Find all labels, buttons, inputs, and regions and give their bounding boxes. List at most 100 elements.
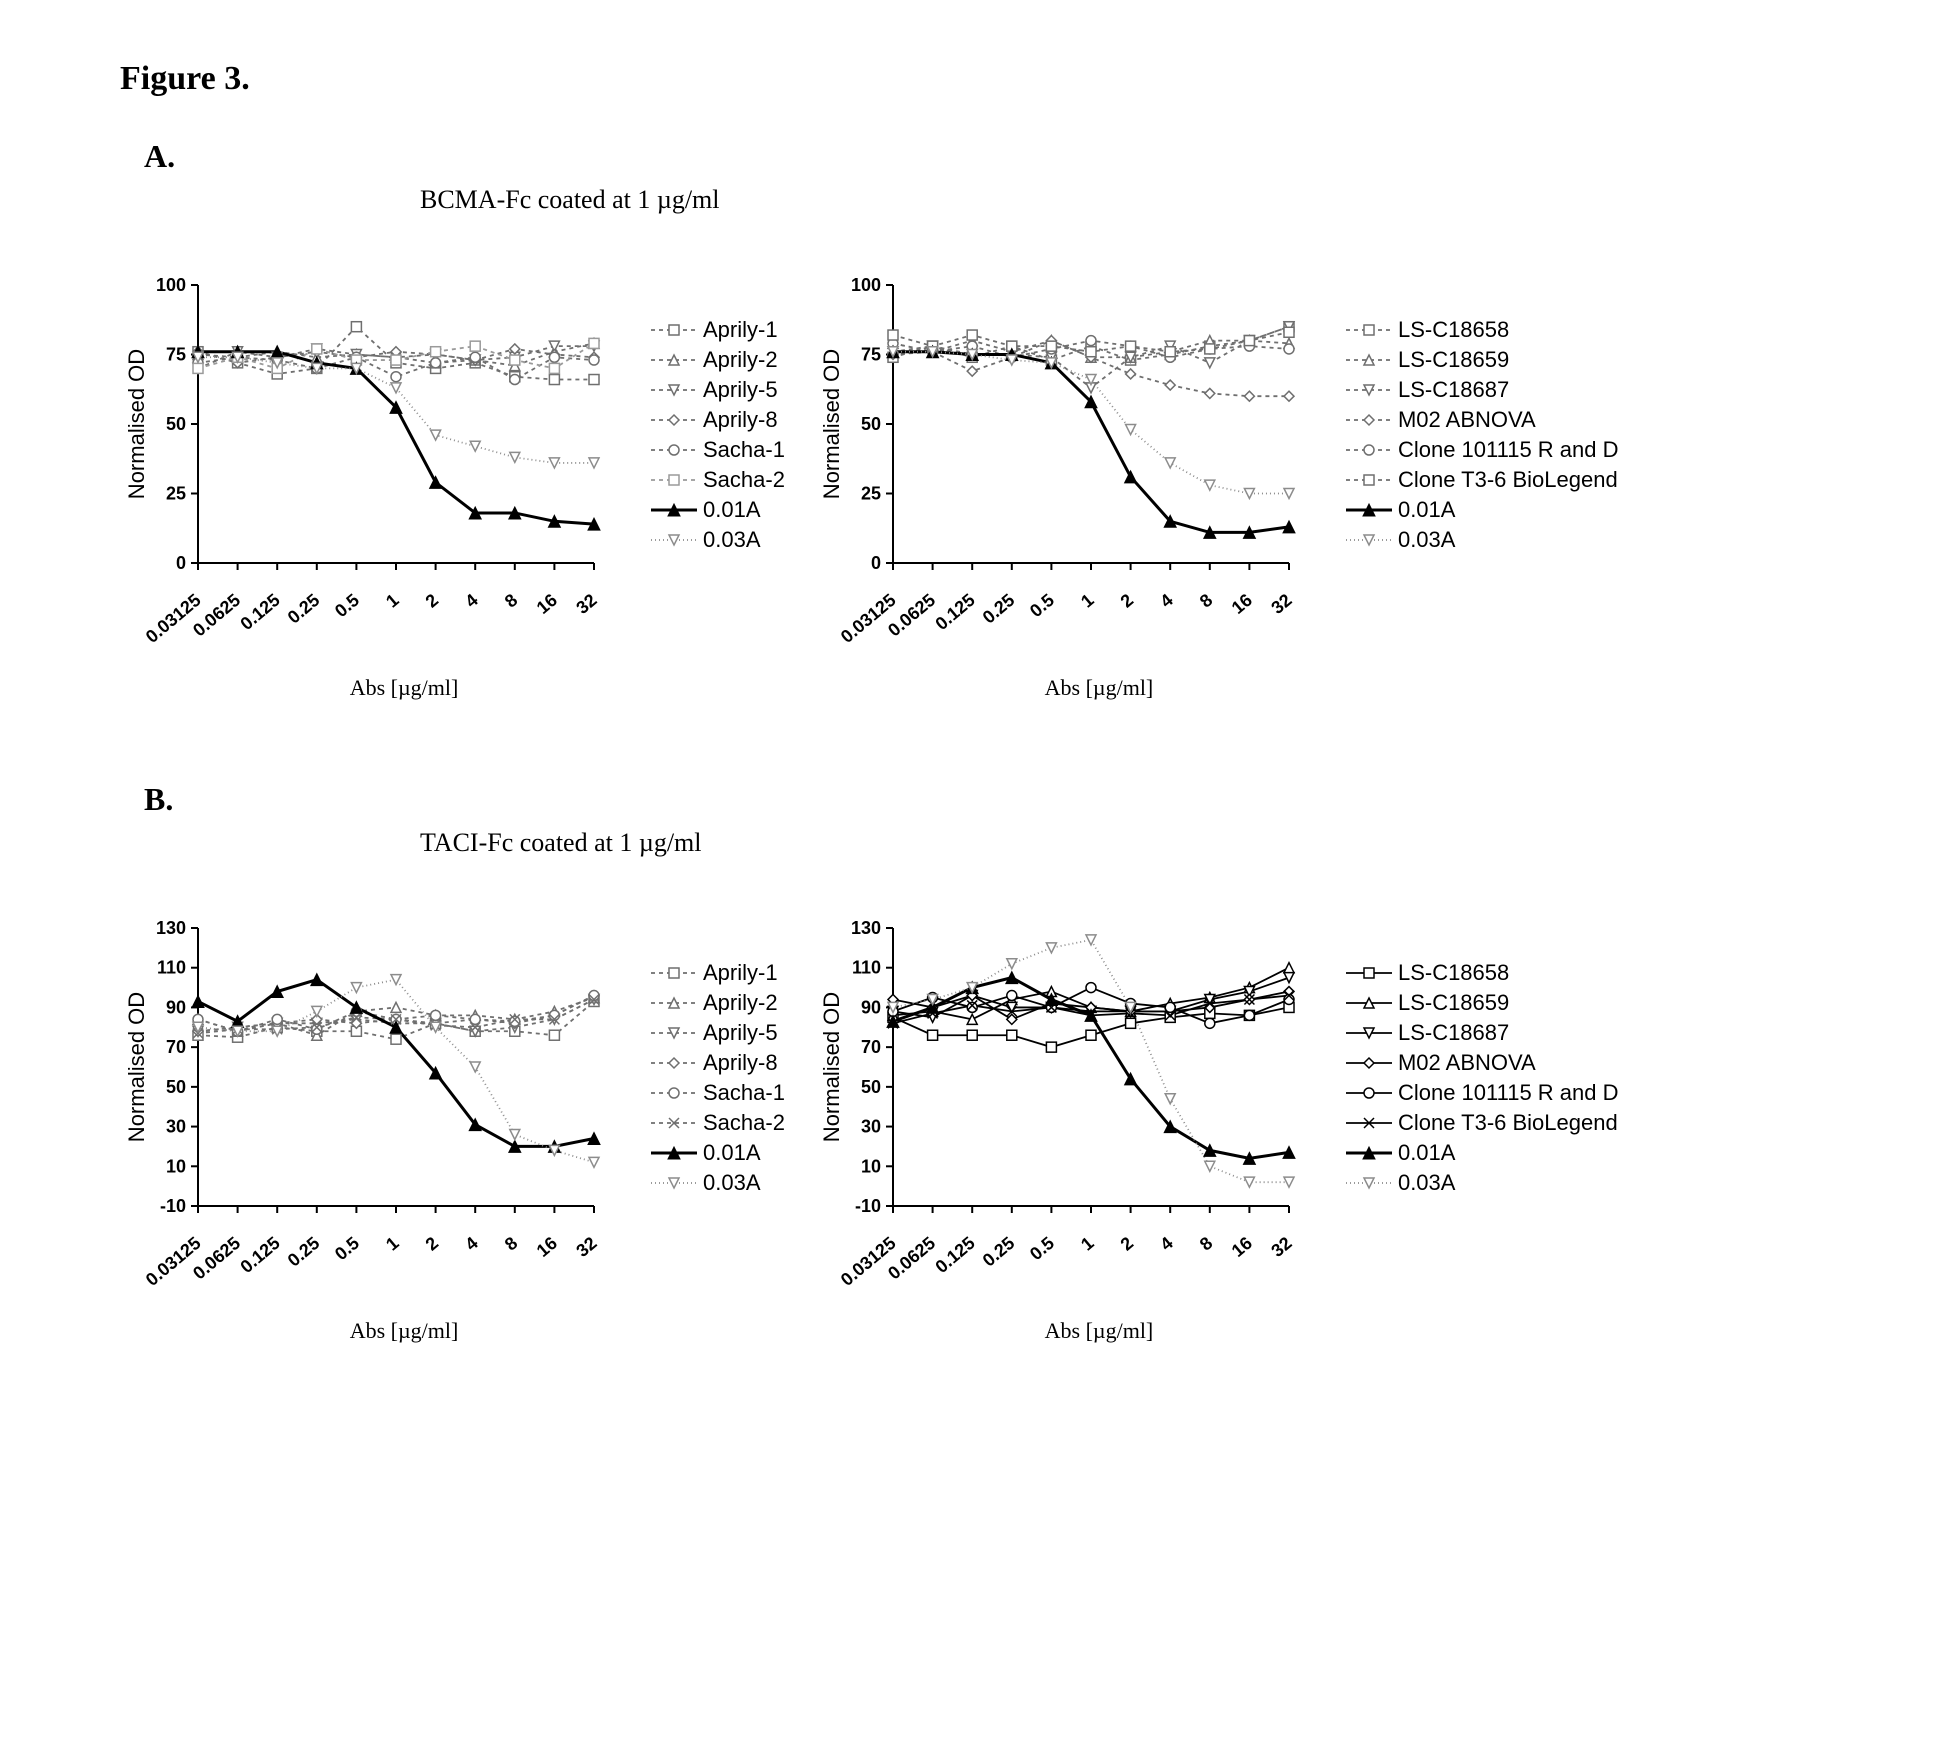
legend-item: 0.03A (1344, 525, 1619, 555)
svg-text:0.125: 0.125 (931, 590, 978, 634)
legend-label: Sacha-2 (703, 1110, 785, 1136)
legend-item: Sacha-1 (649, 435, 785, 465)
legend-label: 0.01A (703, 1140, 761, 1166)
svg-text:0.5: 0.5 (331, 590, 363, 621)
legend-item: Sacha-2 (649, 465, 785, 495)
svg-text:Normalised OD: Normalised OD (819, 349, 844, 499)
svg-text:100: 100 (156, 275, 186, 295)
legend-item: Clone 101115 R and D (1344, 435, 1619, 465)
legend-label: Clone T3-6 BioLegend (1398, 1110, 1618, 1136)
legend-label: LS-C18687 (1398, 377, 1509, 403)
svg-text:16: 16 (533, 1233, 561, 1261)
svg-text:0.125: 0.125 (931, 1233, 978, 1277)
legend-label: Aprily-2 (703, 347, 778, 373)
svg-text:10: 10 (166, 1156, 186, 1176)
legend-label: Aprily-1 (703, 960, 778, 986)
legend-label: Aprily-8 (703, 1050, 778, 1076)
legend-label: Clone T3-6 BioLegend (1398, 467, 1618, 493)
legend-label: 0.03A (703, 1170, 761, 1196)
chart-svg: 0255075100Normalised OD (120, 275, 610, 585)
legend-item: 0.01A (649, 1138, 785, 1168)
svg-text:2: 2 (1117, 590, 1138, 612)
svg-text:50: 50 (861, 414, 881, 434)
svg-text:10: 10 (861, 1156, 881, 1176)
svg-text:130: 130 (851, 918, 881, 938)
panel-a-title: BCMA-Fc coated at 1 µg/ml (420, 185, 1818, 215)
chart-wrap: -101030507090110130Normalised OD0.031250… (815, 918, 1344, 1344)
panel-b-label: B. (144, 781, 1818, 818)
chart-svg: 0255075100Normalised OD (815, 275, 1305, 585)
svg-text:2: 2 (1117, 1233, 1138, 1255)
legend-label: Sacha-2 (703, 467, 785, 493)
svg-text:100: 100 (851, 275, 881, 295)
legend-label: Aprily-5 (703, 377, 778, 403)
svg-text:50: 50 (166, 1077, 186, 1097)
svg-text:-10: -10 (160, 1196, 186, 1216)
svg-text:Normalised OD: Normalised OD (124, 349, 149, 499)
svg-text:Normalised OD: Normalised OD (124, 992, 149, 1142)
svg-text:110: 110 (157, 958, 186, 978)
legend-item: Sacha-1 (649, 1078, 785, 1108)
svg-text:1: 1 (1077, 590, 1098, 612)
svg-text:50: 50 (166, 414, 186, 434)
svg-text:32: 32 (1267, 590, 1295, 618)
legend-item: 0.01A (1344, 495, 1619, 525)
svg-text:0.5: 0.5 (1026, 590, 1058, 621)
svg-text:70: 70 (166, 1037, 186, 1057)
legend-label: LS-C18687 (1398, 1020, 1509, 1046)
svg-text:0.03125: 0.03125 (142, 590, 205, 647)
svg-text:16: 16 (1228, 590, 1256, 618)
legend-label: 0.03A (703, 527, 761, 553)
legend-label: 0.01A (1398, 1140, 1456, 1166)
svg-text:1: 1 (382, 590, 403, 612)
legend-item: LS-C18658 (1344, 958, 1619, 988)
legend-label: 0.01A (703, 497, 761, 523)
svg-text:1: 1 (1077, 1233, 1098, 1255)
legend-item: Aprily-5 (649, 1018, 785, 1048)
svg-text:0.125: 0.125 (236, 590, 283, 634)
panel-a-label: A. (144, 138, 1818, 175)
svg-text:8: 8 (501, 1233, 522, 1255)
svg-text:8: 8 (1196, 1233, 1217, 1255)
svg-text:0.25: 0.25 (284, 1233, 324, 1271)
svg-text:0.125: 0.125 (236, 1233, 283, 1277)
svg-text:4: 4 (1156, 1233, 1177, 1255)
legend-label: M02 ABNOVA (1398, 1050, 1536, 1076)
chart-wrap: -101030507090110130Normalised OD0.031250… (120, 918, 649, 1344)
panel-b-title: TACI-Fc coated at 1 µg/ml (420, 828, 1818, 858)
legend-label: Aprily-1 (703, 317, 778, 343)
legend-item: Sacha-2 (649, 1108, 785, 1138)
legend-label: Aprily-8 (703, 407, 778, 433)
svg-text:4: 4 (461, 1233, 482, 1255)
legend-label: M02 ABNOVA (1398, 407, 1536, 433)
chart-cell: -101030507090110130Normalised OD0.031250… (120, 918, 785, 1344)
svg-text:25: 25 (166, 484, 186, 504)
legend-item: Aprily-5 (649, 375, 785, 405)
chart-cell: -101030507090110130Normalised OD0.031250… (815, 918, 1619, 1344)
x-axis-label: Abs [µg/ml] (120, 675, 649, 701)
panel-b-row: -101030507090110130Normalised OD0.031250… (120, 918, 1818, 1344)
svg-text:0.25: 0.25 (979, 590, 1019, 628)
svg-text:4: 4 (461, 590, 482, 612)
svg-text:130: 130 (156, 918, 186, 938)
legend-label: LS-C18659 (1398, 347, 1509, 373)
svg-text:110: 110 (852, 958, 881, 978)
chart-legend: Aprily-1 Aprily-2 Aprily-5 Aprily-8Sacha-1S… (649, 315, 785, 555)
svg-text:0.03125: 0.03125 (837, 1233, 900, 1290)
x-axis-label: Abs [µg/ml] (815, 675, 1344, 701)
panel-a-row: 0255075100Normalised OD0.031250.06250.12… (120, 275, 1818, 701)
chart-legend: Aprily-1Aprily-2Aprily-5Aprily-8Sacha-1S… (649, 958, 785, 1198)
chart-wrap: 0255075100Normalised OD0.031250.06250.12… (120, 275, 649, 701)
legend-item: LS-C18687 (1344, 375, 1619, 405)
legend-label: LS-C18658 (1398, 317, 1509, 343)
legend-label: Aprily-5 (703, 1020, 778, 1046)
svg-text:16: 16 (1228, 1233, 1256, 1261)
legend-label: 0.03A (1398, 1170, 1456, 1196)
svg-text:0.03125: 0.03125 (837, 590, 900, 647)
svg-text:50: 50 (861, 1077, 881, 1097)
svg-text:32: 32 (572, 590, 600, 618)
svg-text:30: 30 (861, 1117, 881, 1137)
legend-item: Clone T3-6 BioLegend (1344, 465, 1619, 495)
legend-item: 0.03A (1344, 1168, 1619, 1198)
svg-text:0.25: 0.25 (979, 1233, 1019, 1271)
